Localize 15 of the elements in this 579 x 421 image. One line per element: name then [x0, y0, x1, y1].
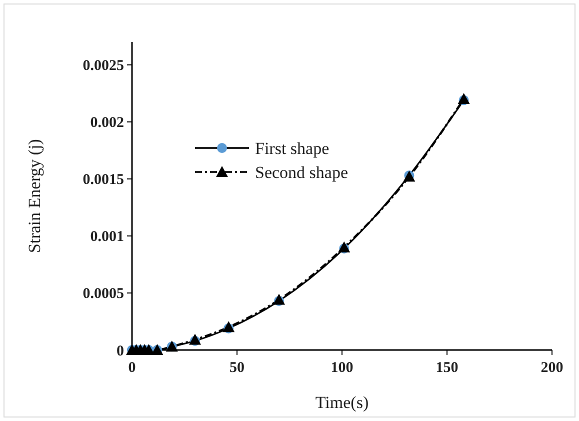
- x-tick-label: 150: [436, 360, 458, 376]
- x-tick-label: 0: [128, 360, 136, 376]
- x-tick-label: 50: [230, 360, 244, 376]
- x-tick-label: 200: [540, 360, 564, 376]
- y-tick-label: 0.001: [90, 229, 124, 246]
- y-tick-label: 0.002: [90, 115, 124, 132]
- x-tick-label: 100: [330, 360, 354, 376]
- y-tick-label: 0.0005: [82, 286, 124, 302]
- y-tick-label: 0: [116, 343, 124, 360]
- y-axis-title: Strain Energy (j): [25, 139, 44, 253]
- x-axis-title: Time(s): [315, 393, 369, 412]
- y-tick-label: 0.0015: [82, 172, 124, 188]
- legend-label: Second shape: [255, 162, 348, 182]
- y-tick-label: 0.0025: [82, 58, 124, 74]
- legend-label: First shape: [255, 138, 330, 158]
